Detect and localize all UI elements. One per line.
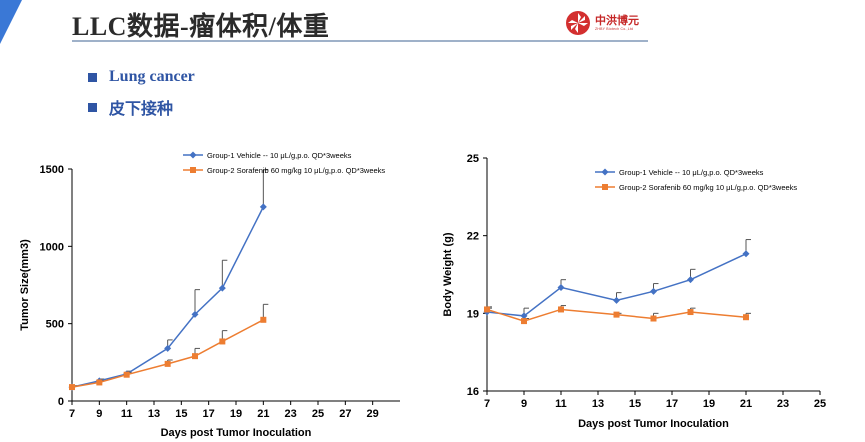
data-point [96, 379, 103, 386]
data-point [687, 309, 694, 316]
bullet-text: Lung cancer [109, 68, 195, 85]
y-tick-label: 1000 [40, 241, 64, 253]
y-tick-label: 1500 [40, 164, 64, 176]
x-tick-label: 19 [703, 398, 715, 410]
data-point [218, 284, 226, 292]
data-point [484, 306, 490, 313]
x-tick-label: 15 [175, 408, 187, 420]
y-tick-label: 0 [58, 396, 64, 408]
x-tick-label: 13 [148, 408, 160, 420]
data-point [650, 315, 657, 322]
y-tick-label: 16 [467, 386, 479, 398]
x-tick-label: 17 [203, 408, 215, 420]
x-tick-label: 13 [592, 398, 604, 410]
legend-swatch-marker [190, 167, 196, 173]
x-tick-label: 11 [121, 408, 133, 420]
data-point [191, 310, 199, 318]
x-axis-title: Days post Tumor Inoculation [161, 427, 312, 439]
x-tick-label: 29 [367, 408, 379, 420]
x-tick-label: 23 [285, 408, 297, 420]
x-tick-label: 19 [230, 408, 242, 420]
legend-label: Group-2 Sorafenib 60 mg/kg 10 μL/g,p.o. … [207, 166, 385, 175]
data-point [521, 318, 527, 325]
data-point [687, 276, 694, 284]
bullet-item: Lung cancer [88, 62, 195, 92]
y-tick-label: 22 [467, 231, 479, 243]
x-tick-label: 21 [740, 398, 752, 410]
title-accent-bar [0, 0, 22, 44]
data-point [192, 353, 198, 360]
data-point [69, 384, 75, 391]
x-tick-label: 21 [257, 408, 269, 420]
x-tick-label: 7 [484, 398, 490, 410]
x-tick-label: 23 [777, 398, 789, 410]
legend-label: Group-1 Vehicle -- 10 μL/g,p.o. QD*3week… [207, 151, 352, 160]
data-point [558, 306, 564, 313]
logo-subtitle: ZHBY Biotech Co.,Ltd [595, 26, 634, 31]
logo-flower-icon [566, 11, 590, 35]
slide-title: LLC数据-瘤体积/体重 [72, 12, 330, 41]
data-point [650, 287, 657, 295]
y-axis-title: Tumor Size(mm3) [19, 239, 31, 331]
data-point [613, 296, 620, 304]
bullet-marker [88, 102, 97, 112]
company-logo: 中洪博元 ZHBY Biotech Co.,Ltd [565, 10, 639, 36]
bullet-item: 皮下接种 [88, 92, 195, 122]
data-point [613, 311, 620, 318]
bullet-marker [88, 72, 97, 82]
legend-label: Group-2 Sorafenib 60 mg/kg 10 μL/g,p.o. … [619, 183, 797, 192]
data-point [742, 250, 750, 258]
y-axis-title: Body Weight (g) [442, 232, 454, 316]
data-point [164, 360, 171, 367]
y-tick-label: 500 [46, 319, 64, 331]
x-tick-label: 9 [96, 408, 102, 420]
data-point [219, 338, 226, 345]
y-tick-label: 19 [467, 308, 479, 320]
x-tick-label: 17 [666, 398, 678, 410]
data-point [259, 203, 267, 211]
data-point [557, 283, 565, 291]
series-line [486, 253, 747, 317]
bullet-list: Lung cancer 皮下接种 [88, 62, 195, 122]
legend-swatch-marker [602, 184, 608, 190]
x-tick-label: 15 [629, 398, 641, 410]
x-tick-label: 9 [521, 398, 527, 410]
data-point [164, 344, 172, 352]
x-tick-label: 11 [555, 398, 567, 410]
data-point [123, 371, 130, 378]
x-tick-label: 25 [312, 408, 324, 420]
data-point [260, 316, 267, 323]
bullet-text: 皮下接种 [109, 101, 174, 118]
x-tick-label: 25 [814, 398, 826, 410]
x-tick-label: 27 [339, 408, 351, 420]
y-tick-label: 25 [467, 153, 479, 165]
logo-name: 中洪博元 [595, 14, 639, 27]
x-tick-label: 7 [69, 408, 75, 420]
legend-label: Group-1 Vehicle -- 10 μL/g,p.o. QD*3week… [619, 168, 764, 177]
x-axis-title: Days post Tumor Inoculation [578, 418, 729, 430]
legend-swatch-marker [601, 168, 609, 176]
data-point [520, 312, 528, 320]
title-underline [72, 40, 648, 42]
data-point [743, 314, 749, 321]
legend-swatch-marker [189, 151, 197, 159]
